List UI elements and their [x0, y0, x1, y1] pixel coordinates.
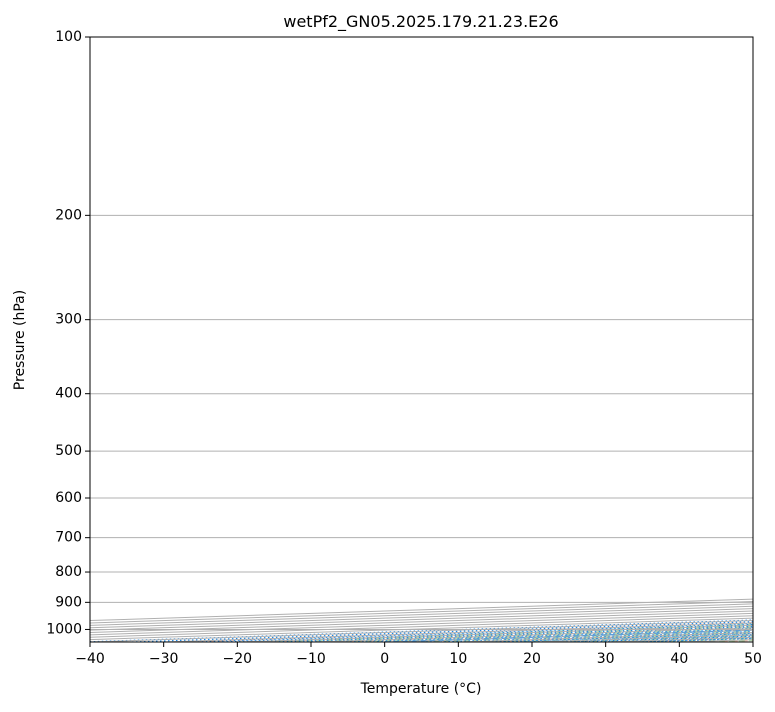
dry-adiabat: [264, 37, 775, 642]
x-tick-label: −20: [223, 651, 253, 667]
dry-adiabat: [562, 37, 775, 642]
isotherm-line: [679, 37, 775, 642]
y-tick-label: 900: [55, 594, 82, 610]
isotherm-line: [458, 37, 775, 642]
mixing-ratio-line: [522, 451, 775, 642]
isotherm-line: [385, 37, 775, 642]
y-tick-label: 500: [55, 443, 82, 459]
x-axis-label: Temperature (°C): [360, 681, 482, 697]
y-tick-label: 100: [55, 29, 82, 45]
isotherm-line: [0, 37, 775, 642]
moist-adiabat: [562, 215, 775, 642]
mixing-ratio-line: [365, 451, 775, 642]
x-tick-label: −40: [75, 651, 105, 667]
mixing-ratio-line: [645, 451, 775, 642]
x-tick-label: −30: [149, 651, 179, 667]
moist-adiabat: [355, 215, 775, 642]
x-tick-label: 50: [744, 651, 762, 667]
dry-adiabat: [488, 37, 775, 642]
dry-adiabat: [189, 37, 775, 642]
y-tick-label: 300: [55, 312, 82, 328]
dry-adiabat: [712, 37, 775, 642]
moist-adiabat: [620, 215, 775, 642]
isotherm-line: [0, 37, 775, 642]
moist-adiabat: [679, 215, 775, 642]
dry-adiabat: [413, 37, 775, 642]
y-tick-label: 200: [55, 207, 82, 223]
x-tick-label: 40: [670, 651, 688, 667]
isotherm-line: [606, 37, 775, 642]
isotherm-line: [0, 37, 775, 642]
isotherm-line: [237, 37, 775, 642]
y-tick-label: 800: [55, 564, 82, 580]
zero-isotherm-line: [385, 37, 775, 642]
isotherm-line: [90, 37, 775, 642]
isotherm-line: [0, 37, 775, 642]
moist-adiabat: [532, 215, 775, 642]
moist-adiabat: [473, 215, 775, 642]
isotherm-line: [532, 37, 775, 642]
y-tick-label: 600: [55, 490, 82, 506]
plot-frame: [90, 37, 753, 642]
moist-adiabat: [503, 215, 775, 642]
moist-adiabat: [385, 215, 775, 642]
moist-adiabat: [591, 215, 775, 642]
isotherm-line: [0, 37, 775, 642]
isotherm-line: [753, 37, 775, 642]
moist-adiabat: [237, 215, 775, 642]
dry-adiabat: [637, 37, 775, 642]
isotherm-line: [16, 37, 775, 642]
moist-adiabat: [267, 215, 775, 642]
y-tick-label: 1000: [46, 621, 82, 637]
isotherm-line: [0, 37, 775, 642]
y-tick-label: 400: [55, 386, 82, 402]
chart-title: wetPf2_GN05.2025.179.21.23.E26: [283, 12, 558, 32]
y-axis-label: Pressure (hPa): [12, 290, 28, 390]
isotherm-line: [0, 37, 775, 642]
isotherm-line: [0, 37, 775, 642]
moist-adiabat: [709, 215, 775, 642]
moist-adiabat: [444, 215, 775, 642]
x-tick-label: −10: [296, 651, 326, 667]
x-tick-label: 0: [380, 651, 389, 667]
moist-adiabat: [650, 215, 775, 642]
x-tick-label: 20: [523, 651, 541, 667]
isotherm-line: [164, 37, 775, 642]
isotherm-line: [311, 37, 775, 642]
x-tick-label: 10: [449, 651, 467, 667]
moist-adiabat: [326, 215, 775, 642]
x-tick-label: 30: [597, 651, 615, 667]
y-tick-label: 700: [55, 530, 82, 546]
dry-adiabat: [338, 37, 775, 642]
moist-adiabat: [414, 215, 775, 642]
moist-adiabat: [296, 215, 775, 642]
